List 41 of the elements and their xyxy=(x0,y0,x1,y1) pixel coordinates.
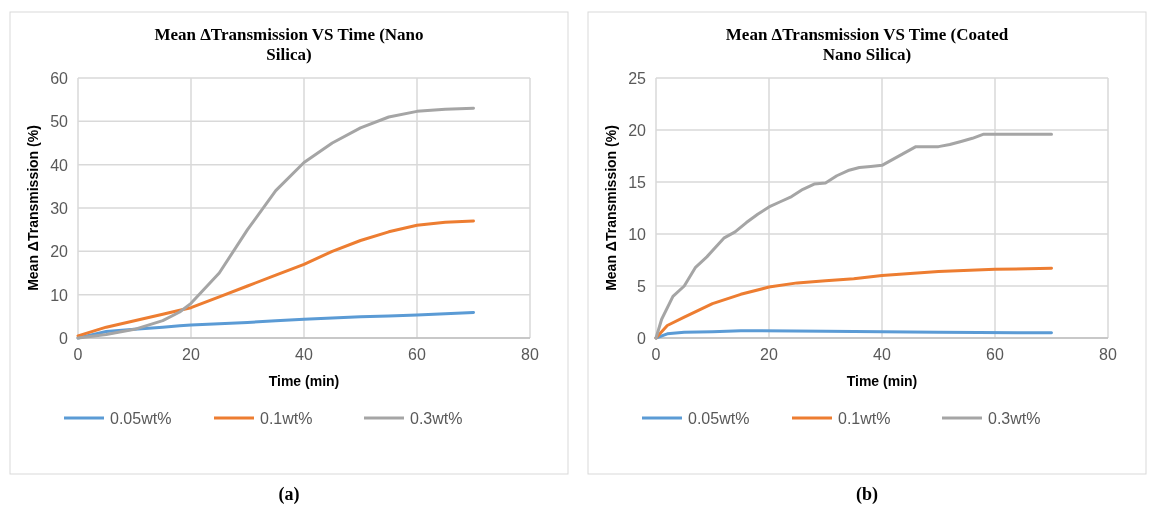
x-axis-title: Time (min) xyxy=(268,373,340,389)
y-tick-label: 10 xyxy=(628,226,647,243)
x-tick-label: 40 xyxy=(873,346,891,363)
x-tick-label: 0 xyxy=(651,346,661,363)
line-series xyxy=(654,132,1053,340)
line-series xyxy=(76,219,475,338)
x-tick-label: 60 xyxy=(986,346,1004,363)
y-tick-label: 5 xyxy=(637,278,647,295)
text: (a) xyxy=(278,484,300,505)
x-axis-title: Time (min) xyxy=(846,373,918,389)
y-tick-label: 0 xyxy=(59,330,69,347)
legend-label: 0.3wt% xyxy=(410,410,463,427)
x-tick-label: 80 xyxy=(521,346,539,363)
x-tick-label: 80 xyxy=(1099,346,1117,363)
y-tick-label: 30 xyxy=(50,200,69,217)
x-tick-label: 20 xyxy=(182,346,200,363)
y-axis-title: Mean ΔTransmission (%) xyxy=(603,125,619,291)
y-tick-label: 60 xyxy=(50,70,69,87)
y-tick-label: 50 xyxy=(50,113,69,131)
line-series xyxy=(654,266,1053,340)
legend-label: 0.05wt% xyxy=(110,410,172,427)
y-tick-label: 10 xyxy=(50,286,69,304)
legend-label: 0.1wt% xyxy=(260,410,313,427)
x-tick-label: 20 xyxy=(760,346,778,363)
y-tick-label: 20 xyxy=(50,243,69,261)
y-tick-label: 15 xyxy=(628,174,647,191)
y-tick-label: 40 xyxy=(50,156,69,174)
legend-label: 0.3wt% xyxy=(988,410,1041,427)
y-tick-label: 25 xyxy=(628,70,647,87)
text: (b) xyxy=(856,484,878,505)
y-tick-label: 0 xyxy=(637,330,647,347)
line-series xyxy=(76,106,475,340)
x-tick-label: 60 xyxy=(408,346,426,363)
y-tick-label: 20 xyxy=(628,122,647,139)
chart-title: Mean ΔTransmission VS Time (Coated Nano Silica) xyxy=(725,25,1009,64)
x-tick-label: 0 xyxy=(73,346,83,363)
legend-label: 0.05wt% xyxy=(688,410,750,427)
chart-title: Mean ΔTransmission VS Time (Nano Silica) xyxy=(154,25,424,64)
x-tick-label: 40 xyxy=(295,346,313,363)
legend-label: 0.1wt% xyxy=(838,410,891,427)
y-axis-title: Mean ΔTransmission (%) xyxy=(25,125,41,291)
